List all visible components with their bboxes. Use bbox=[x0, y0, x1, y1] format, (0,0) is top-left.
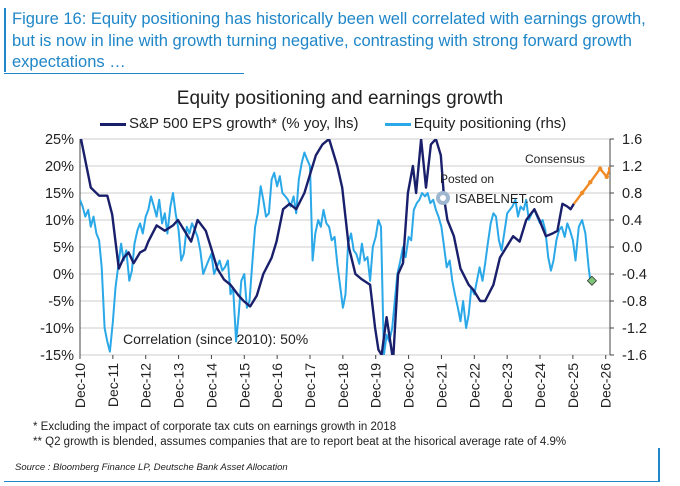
latest-positioning-marker bbox=[586, 275, 597, 286]
chart-svg: 25% 20% 15% 10% 5% 0% -5% -10% -15% 1.6 1.2 0.8 0.4 0… bbox=[40, 132, 647, 408]
x-tick-label: Dec-15 bbox=[236, 363, 252, 408]
x-tick-label: Dec-18 bbox=[335, 363, 351, 408]
footnotes: * Excluding the impact of corporate tax … bbox=[33, 420, 566, 449]
y-left-tick-label: -10% bbox=[40, 321, 74, 337]
x-tick-label: Dec-22 bbox=[466, 363, 482, 408]
y-right-tick-label: -1.2 bbox=[622, 321, 647, 337]
x-tick-label: Dec-25 bbox=[565, 363, 581, 408]
x-tick-label: Dec-16 bbox=[269, 363, 285, 408]
tick-labels: 25% 20% 15% 10% 5% 0% -5% -10% -15% 1.6 1.2 0.8 0.4 0… bbox=[40, 132, 647, 408]
x-tick-label: Dec-17 bbox=[302, 363, 318, 408]
consensus-point bbox=[604, 174, 609, 179]
x-tick-label: Dec-14 bbox=[203, 363, 219, 408]
y-left-tick-label: -15% bbox=[40, 348, 74, 364]
y-right-tick-label: 0.8 bbox=[622, 186, 642, 202]
annotations: Correlation (since 2010): 50% Consensus … bbox=[123, 152, 585, 347]
x-tick-label: Dec-10 bbox=[72, 363, 88, 408]
series-lines bbox=[80, 139, 610, 355]
y-right-tick-label: 0.0 bbox=[622, 240, 642, 256]
consensus-point bbox=[588, 180, 593, 185]
consensus-point bbox=[597, 166, 603, 171]
legend-label-positioning: Equity positioning (rhs) bbox=[413, 115, 567, 132]
x-tick-label: Dec-19 bbox=[368, 363, 384, 408]
x-tick-label: Dec-26 bbox=[598, 363, 614, 408]
gridlines bbox=[80, 138, 610, 356]
y-left-tick-label: 15% bbox=[45, 186, 74, 202]
chart-legend: S&P 500 EPS growth* (% yoy, lhs) Equity … bbox=[100, 115, 588, 132]
y-left-tick-label: 0% bbox=[53, 267, 74, 283]
x-tick-label: Dec-23 bbox=[499, 363, 515, 408]
y-left-tick-label: -5% bbox=[48, 294, 74, 310]
y-right-tick-label: 1.2 bbox=[622, 159, 642, 175]
legend-swatch-eps bbox=[100, 122, 126, 126]
title-underline bbox=[4, 73, 244, 74]
consensus-point bbox=[579, 190, 585, 196]
positioning-line bbox=[80, 151, 593, 355]
legend-swatch-positioning bbox=[384, 122, 411, 126]
consensus-point bbox=[607, 166, 610, 171]
y-left-tick-label: 5% bbox=[53, 240, 74, 256]
x-tick-label: Dec-11 bbox=[105, 363, 121, 407]
consensus-line bbox=[572, 167, 610, 205]
correlation-label: Correlation (since 2010): 50% bbox=[123, 331, 308, 347]
y-right-tick-label: -0.4 bbox=[622, 267, 647, 283]
source-note: Source : Bloomberg Finance LP, Deutsche … bbox=[15, 462, 288, 473]
footnote-1: * Excluding the impact of corporate tax … bbox=[33, 421, 397, 433]
figure-title: Figure 16: Equity positioning has histor… bbox=[12, 10, 646, 71]
chart-title: Equity positioning and earnings growth bbox=[176, 88, 504, 109]
legend-item-positioning: Equity positioning (rhs) bbox=[384, 115, 567, 132]
y-left-tick-label: 20% bbox=[45, 159, 74, 175]
watermark-line2: ISABELNET.com bbox=[455, 191, 553, 206]
x-tick-label: Dec-21 bbox=[433, 363, 449, 408]
eps-growth-line bbox=[80, 139, 575, 355]
watermark-line1: Posted on bbox=[440, 172, 494, 186]
figure-accent-bar bbox=[4, 8, 6, 72]
frame-bottom-rule bbox=[4, 481, 660, 482]
axes bbox=[79, 138, 614, 359]
consensus-label: Consensus bbox=[525, 152, 585, 166]
x-tick-label: Dec-24 bbox=[532, 363, 548, 408]
x-tick-label: Dec-13 bbox=[171, 363, 187, 408]
y-right-tick-label: -1.6 bbox=[622, 348, 647, 364]
legend-label-eps: S&P 500 EPS growth* (% yoy, lhs) bbox=[129, 115, 359, 132]
isabelnet-logo-icon bbox=[436, 191, 450, 205]
y-left-tick-label: 10% bbox=[45, 213, 74, 229]
y-left-tick-label: 25% bbox=[45, 132, 74, 148]
y-right-tick-label: 0.4 bbox=[622, 213, 642, 229]
y-right-tick-label: 1.6 bbox=[622, 132, 642, 148]
x-tick-label: Dec-12 bbox=[138, 363, 154, 408]
x-tick-label: Dec-20 bbox=[401, 363, 417, 408]
legend-item-eps: S&P 500 EPS growth* (% yoy, lhs) bbox=[100, 115, 359, 132]
frame-right-accent bbox=[658, 448, 660, 482]
y-right-tick-label: -0.8 bbox=[622, 294, 647, 310]
footnote-2: ** Q2 growth is blended, assumes compani… bbox=[33, 435, 567, 448]
